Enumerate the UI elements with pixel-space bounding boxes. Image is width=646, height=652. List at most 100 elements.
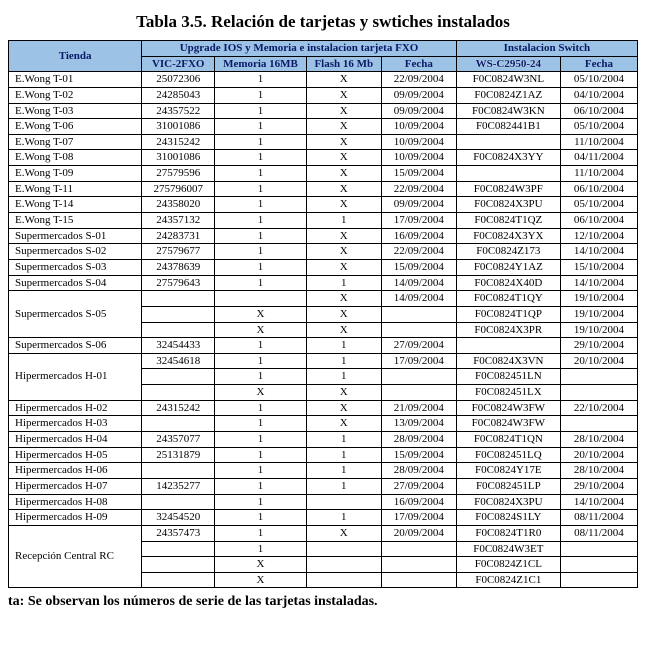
table-cell: 16/09/2004 (381, 494, 456, 510)
table-cell: X (215, 557, 307, 573)
table-cell: 27579643 (142, 275, 215, 291)
col-fecha1-header: Fecha (381, 56, 456, 72)
table-cell: X (306, 166, 381, 182)
table-cell (306, 572, 381, 588)
table-cell (142, 385, 215, 401)
table-cell: F0C0824Z1C1 (456, 572, 560, 588)
table-cell: 1 (215, 197, 307, 213)
table-cell: 1 (306, 510, 381, 526)
table-cell: 05/10/2004 (560, 119, 637, 135)
table-row: Hipermercados H-05251318791115/09/2004F0… (9, 447, 638, 463)
table-cell (142, 557, 215, 573)
table-row: Hipermercados H-01324546181117/09/2004F0… (9, 353, 638, 369)
table-cell (560, 541, 637, 557)
table-cell: 1 (306, 432, 381, 448)
table-cell: 32454433 (142, 338, 215, 354)
table-cell: 22/09/2004 (381, 72, 456, 88)
page-title: Tabla 3.5. Relación de tarjetas y swtich… (8, 12, 638, 32)
table-cell: 1 (215, 72, 307, 88)
table-cell: X (306, 416, 381, 432)
table-cell (560, 557, 637, 573)
table-cell: X (306, 259, 381, 275)
table-cell: Hipermercados H-04 (9, 432, 142, 448)
table-cell: 1 (215, 134, 307, 150)
table-cell: F0C0824W3KN (456, 103, 560, 119)
table-cell: Supermercados S-02 (9, 244, 142, 260)
table-cell: X (215, 306, 307, 322)
table-row: Supermercados S-03243786391X15/09/2004F0… (9, 259, 638, 275)
table-cell: 28/09/2004 (381, 463, 456, 479)
table-cell: 06/10/2004 (560, 213, 637, 229)
table-cell: 1 (215, 213, 307, 229)
table-cell: F0C0824Z1CL (456, 557, 560, 573)
table-cell: F0C0824W3FW (456, 416, 560, 432)
table-cell: 10/09/2004 (381, 134, 456, 150)
table-cell (142, 541, 215, 557)
table-cell: F0C0824X3YY (456, 150, 560, 166)
table-row: E.Wong T-09275795961X15/09/200411/10/200… (9, 166, 638, 182)
table-cell (142, 494, 215, 510)
table-row: Hipermercados H-07142352771127/09/2004F0… (9, 478, 638, 494)
table-cell (560, 385, 637, 401)
table-cell: Hipermercados H-07 (9, 478, 142, 494)
table-cell: 14/10/2004 (560, 275, 637, 291)
table-cell: 1 (215, 478, 307, 494)
table-cell: X (306, 400, 381, 416)
table-cell: 1 (306, 275, 381, 291)
col-group-switch: Instalacion Switch (456, 41, 637, 57)
table-cell: 28/10/2004 (560, 432, 637, 448)
table-cell: 1 (215, 275, 307, 291)
table-row: E.Wong T-08310010861X10/09/2004F0C0824X3… (9, 150, 638, 166)
table-cell: F0C0824W3ET (456, 541, 560, 557)
table-cell: 14235277 (142, 478, 215, 494)
table-cell: 17/09/2004 (381, 510, 456, 526)
table-cell: F0C0824X3PU (456, 197, 560, 213)
table-cell: 31001086 (142, 119, 215, 135)
table-cell: 05/10/2004 (560, 197, 637, 213)
table-cell (381, 369, 456, 385)
table-cell: 29/10/2004 (560, 338, 637, 354)
table-cell: 27579596 (142, 166, 215, 182)
table-cell: 17/09/2004 (381, 213, 456, 229)
table-cell (142, 416, 215, 432)
table-cell: 1 (306, 463, 381, 479)
table-cell: 1 (215, 541, 307, 557)
table-cell: 1 (215, 244, 307, 260)
table-cell: F0C0824T1QY (456, 291, 560, 307)
table-cell (306, 557, 381, 573)
table-cell: 20/10/2004 (560, 353, 637, 369)
table-cell: E.Wong T-09 (9, 166, 142, 182)
table-cell: F0C0824Y1AZ (456, 259, 560, 275)
footer-note: ta: Se observan los números de serie de … (8, 594, 638, 610)
table-cell: X (215, 322, 307, 338)
table-cell: Hipermercados H-02 (9, 400, 142, 416)
table-cell: F0C0824Y17E (456, 463, 560, 479)
table-cell: X (215, 572, 307, 588)
table-cell: 1 (215, 150, 307, 166)
table-row: E.Wong T-02242850431X09/09/2004F0C0824Z1… (9, 87, 638, 103)
table-cell: 1 (306, 338, 381, 354)
table-row: Supermercados S-04275796431114/09/2004F0… (9, 275, 638, 291)
table-cell: F0C0824X3YX (456, 228, 560, 244)
table-cell: X (306, 72, 381, 88)
table-cell: 24315242 (142, 400, 215, 416)
table-cell: 28/10/2004 (560, 463, 637, 479)
table-cell: X (306, 87, 381, 103)
table-cell (381, 306, 456, 322)
table-row: E.Wong T-112757960071X22/09/2004F0C0824W… (9, 181, 638, 197)
table-cell: E.Wong T-14 (9, 197, 142, 213)
table-row: Hipermercados H-09324545201117/09/2004F0… (9, 510, 638, 526)
table-cell: 1 (306, 213, 381, 229)
table-cell: 15/09/2004 (381, 447, 456, 463)
table-cell: 15/10/2004 (560, 259, 637, 275)
table-cell: X (306, 119, 381, 135)
table-cell: E.Wong T-11 (9, 181, 142, 197)
table-cell: 04/10/2004 (560, 87, 637, 103)
table-cell: Hipermercados H-03 (9, 416, 142, 432)
table-cell: 24357473 (142, 525, 215, 541)
table-cell: 12/10/2004 (560, 228, 637, 244)
table-cell (142, 291, 215, 307)
table-cell: F0C082451LQ (456, 447, 560, 463)
table-row: Supermercados S-05X14/09/2004F0C0824T1QY… (9, 291, 638, 307)
table-cell: X (306, 525, 381, 541)
